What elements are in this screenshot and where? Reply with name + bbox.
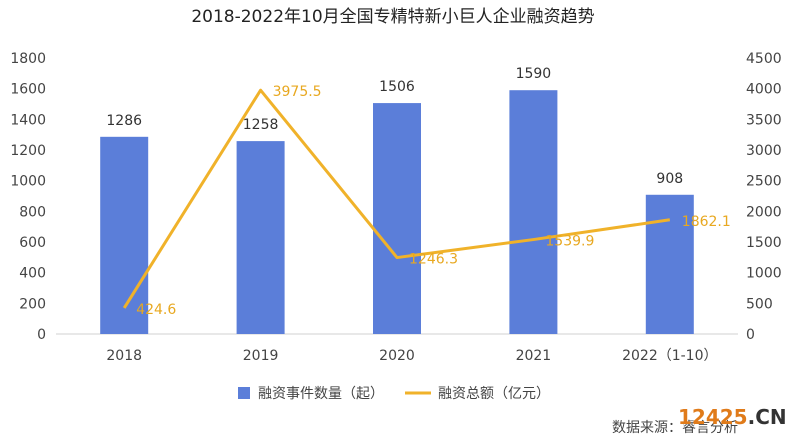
watermark-part2: .CN	[748, 405, 786, 429]
right-axis-ticks: 0 500 1000 1500 2000 2500 3000 3500 4000 4500	[746, 51, 782, 343]
bar-value-label: 908	[656, 171, 683, 187]
bar-series	[100, 90, 694, 334]
right-tick-label: 3000	[746, 143, 782, 159]
line-value-label: 424.6	[136, 302, 176, 318]
right-tick-label: 2000	[746, 204, 782, 220]
chart-title: 2018-2022年10月全国专精特新小巨人企业融资趋势	[191, 7, 594, 27]
bar-value-label: 1590	[516, 66, 552, 82]
bar-value-label: 1258	[243, 117, 279, 133]
bar	[100, 136, 149, 334]
right-tick-label: 4000	[746, 82, 782, 98]
left-tick-label: 200	[19, 296, 46, 312]
bar	[509, 90, 558, 334]
x-tick-label: 2021	[516, 348, 552, 364]
line-value-label: 3975.5	[273, 84, 322, 100]
legend-line-label: 融资总额（亿元）	[438, 386, 550, 402]
left-tick-label: 600	[19, 235, 46, 251]
legend-bar-label: 融资事件数量（起）	[258, 386, 384, 402]
legend: 融资事件数量（起） 融资总额（亿元）	[238, 386, 550, 402]
left-tick-label: 1000	[10, 174, 46, 190]
line-value-labels: 424.6 3975.5 1246.3 1539.9 1862.1	[136, 84, 731, 318]
source-note: 数据来源：睿言分析	[612, 420, 738, 436]
x-tick-label: 2018	[106, 348, 142, 364]
left-tick-label: 1600	[10, 82, 46, 98]
x-tick-label: 2022（1-10）	[622, 348, 717, 364]
right-tick-label: 0	[746, 327, 755, 343]
bar	[645, 194, 694, 334]
left-tick-label: 0	[37, 327, 46, 343]
left-tick-label: 400	[19, 266, 46, 282]
right-tick-label: 4500	[746, 51, 782, 67]
right-tick-label: 500	[746, 296, 773, 312]
legend-bar-swatch	[238, 387, 250, 399]
right-tick-label: 1000	[746, 266, 782, 282]
left-tick-label: 1200	[10, 143, 46, 159]
right-tick-label: 1500	[746, 235, 782, 251]
bar	[236, 141, 285, 334]
x-tick-label: 2020	[379, 348, 415, 364]
right-tick-label: 3500	[746, 112, 782, 128]
left-tick-label: 1800	[10, 51, 46, 67]
x-tick-label: 2019	[243, 348, 279, 364]
right-tick-label: 2500	[746, 174, 782, 190]
bar-value-label: 1506	[379, 79, 415, 95]
line-series	[122, 88, 671, 309]
left-axis-ticks: 0 200 400 600 800 1000 1200 1400 1600 1800	[10, 51, 46, 343]
bar	[373, 103, 421, 334]
x-axis-ticks: 2018 2019 2020 2021 2022（1-10）	[106, 348, 717, 364]
bar-value-labels: 1286 1258 1506 1590 908	[106, 66, 683, 187]
watermark-part1: 12425	[678, 405, 748, 429]
left-tick-label: 800	[19, 204, 46, 220]
bar-value-label: 1286	[106, 113, 142, 129]
left-tick-label: 1400	[10, 112, 46, 128]
watermark: 12425.CN	[678, 405, 786, 429]
line-value-label: 1862.1	[682, 214, 731, 230]
line-value-label: 1539.9	[545, 234, 594, 250]
line-path	[122, 88, 671, 309]
line-value-label: 1246.3	[409, 252, 458, 268]
